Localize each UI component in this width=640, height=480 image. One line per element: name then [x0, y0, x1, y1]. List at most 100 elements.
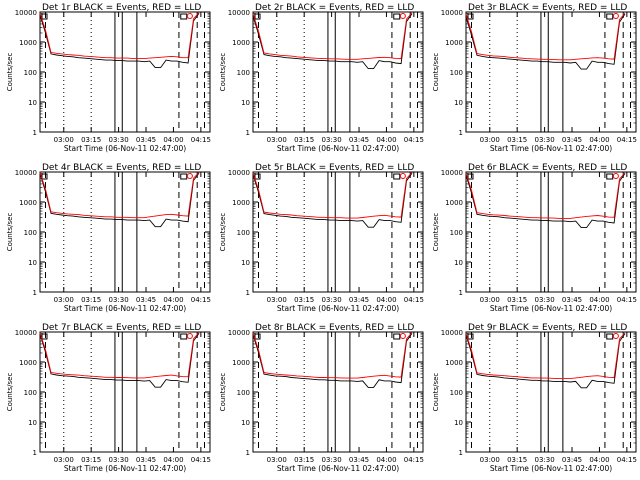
- corner-box: [606, 173, 614, 180]
- panel-title: Det 2r BLACK = Events, RED = LLD: [255, 3, 414, 13]
- y-tick-label: 10: [241, 419, 250, 427]
- x-tick-label: 03:30: [535, 456, 555, 464]
- y-tick-label: 10: [241, 259, 250, 267]
- x-axis-label: Start Time (06-Nov-11 02:47:00): [64, 464, 186, 473]
- y-tick-label: 1000: [232, 39, 250, 47]
- y-tick-label: 1: [33, 449, 37, 457]
- corner-circle: [612, 13, 619, 19]
- x-tick-label: 03:45: [136, 296, 156, 304]
- plot-frame: [252, 171, 424, 293]
- panel-title: Det 7r BLACK = Events, RED = LLD: [42, 323, 201, 333]
- corner-box: [606, 333, 614, 340]
- y-tick-label: 10: [454, 99, 463, 107]
- panel-det-6: Det 6r BLACK = Events, RED = LLD 1 10 100 10…: [432, 163, 637, 313]
- panel-title: Det 5r BLACK = Events, RED = LLD: [255, 163, 414, 173]
- series-events: [252, 172, 413, 228]
- x-tick-label: 03:00: [480, 136, 500, 144]
- y-tick-label: 100: [24, 389, 37, 397]
- x-tick-label: 03:15: [294, 296, 314, 304]
- x-tick-label: 04:15: [617, 296, 637, 304]
- y-tick-label: 1: [33, 129, 37, 137]
- series-events: [252, 13, 413, 70]
- panel-det-9: Det 9r BLACK = Events, RED = LLD 1 10 100 10…: [432, 323, 637, 473]
- corner-box: [393, 173, 401, 180]
- panel-title: Det 4r BLACK = Events, RED = LLD: [42, 163, 201, 173]
- series-lld: [39, 332, 200, 379]
- corner-box: [393, 13, 401, 20]
- y-axis-label: Counts/sec: [219, 53, 227, 92]
- y-axis-label: Counts/sec: [6, 53, 14, 92]
- x-tick-label: 03:45: [349, 456, 369, 464]
- x-tick-label: 04:00: [376, 296, 396, 304]
- x-tick-label: 03:15: [294, 136, 314, 144]
- plot-frame: [465, 11, 637, 133]
- series-events: [252, 333, 413, 388]
- y-tick-label: 10000: [15, 169, 37, 177]
- series-lld: [252, 332, 413, 379]
- y-tick-label: 1: [459, 129, 463, 137]
- corner-circle: [186, 173, 193, 179]
- x-tick-label: 03:15: [81, 296, 101, 304]
- series-lld: [39, 12, 200, 60]
- y-tick-label: 1: [459, 449, 463, 457]
- corner-box: [41, 13, 48, 20]
- corner-box: [254, 13, 261, 20]
- series-lld: [252, 12, 413, 60]
- x-tick-label: 03:00: [267, 296, 287, 304]
- y-tick-label: 100: [237, 229, 250, 237]
- x-tick-label: 03:45: [562, 296, 582, 304]
- x-axis-label: Start Time (06-Nov-11 02:47:00): [64, 304, 186, 313]
- corner-box: [606, 13, 614, 20]
- x-tick-label: 03:00: [267, 136, 287, 144]
- series-lld: [465, 172, 626, 219]
- y-tick-label: 10000: [441, 169, 463, 177]
- corner-circle: [186, 333, 193, 339]
- corner-box: [254, 173, 261, 180]
- x-tick-label: 04:15: [191, 136, 211, 144]
- x-tick-label: 04:00: [163, 456, 183, 464]
- x-tick-label: 04:15: [404, 456, 424, 464]
- corner-box: [180, 13, 188, 20]
- x-tick-label: 03:30: [109, 136, 129, 144]
- x-tick-label: 03:45: [349, 296, 369, 304]
- plot-frame: [39, 171, 211, 293]
- plot-frame: [252, 331, 424, 453]
- y-axis-label: Counts/sec: [219, 213, 227, 252]
- y-tick-label: 100: [24, 69, 37, 77]
- y-tick-label: 1: [459, 289, 463, 297]
- x-tick-label: 04:15: [617, 456, 637, 464]
- y-tick-label: 1000: [445, 199, 463, 207]
- x-tick-label: 03:30: [109, 296, 129, 304]
- x-tick-label: 03:30: [322, 456, 342, 464]
- corner-circle: [399, 13, 406, 19]
- panel-det-2: Det 2r BLACK = Events, RED = LLD 1 10 100 10…: [219, 3, 424, 153]
- x-axis-label: Start Time (06-Nov-11 02:47:00): [490, 464, 612, 473]
- y-tick-label: 10: [454, 259, 463, 267]
- corner-box: [180, 173, 188, 180]
- corner-circle: [186, 13, 193, 19]
- x-tick-label: 03:30: [322, 136, 342, 144]
- y-tick-label: 1: [246, 449, 250, 457]
- x-tick-label: 03:15: [294, 456, 314, 464]
- corner-box: [467, 13, 474, 20]
- y-tick-label: 100: [450, 69, 463, 77]
- series-events: [465, 173, 626, 229]
- plot-frame: [252, 11, 424, 133]
- x-axis-label: Start Time (06-Nov-11 02:47:00): [490, 144, 612, 153]
- x-tick-label: 03:45: [562, 136, 582, 144]
- corner-circle: [399, 333, 406, 339]
- y-tick-label: 100: [237, 389, 250, 397]
- x-tick-label: 04:00: [376, 136, 396, 144]
- x-axis-label: Start Time (06-Nov-11 02:47:00): [490, 304, 612, 313]
- x-tick-label: 04:00: [589, 456, 609, 464]
- y-tick-label: 100: [24, 229, 37, 237]
- series-lld: [252, 172, 413, 219]
- x-tick-label: 03:30: [535, 296, 555, 304]
- y-axis-label: Counts/sec: [219, 373, 227, 412]
- series-events: [465, 13, 626, 70]
- corner-box: [393, 333, 401, 340]
- corner-circle: [399, 173, 406, 179]
- panel-title: Det 1r BLACK = Events, RED = LLD: [42, 3, 201, 13]
- y-tick-label: 10: [241, 99, 250, 107]
